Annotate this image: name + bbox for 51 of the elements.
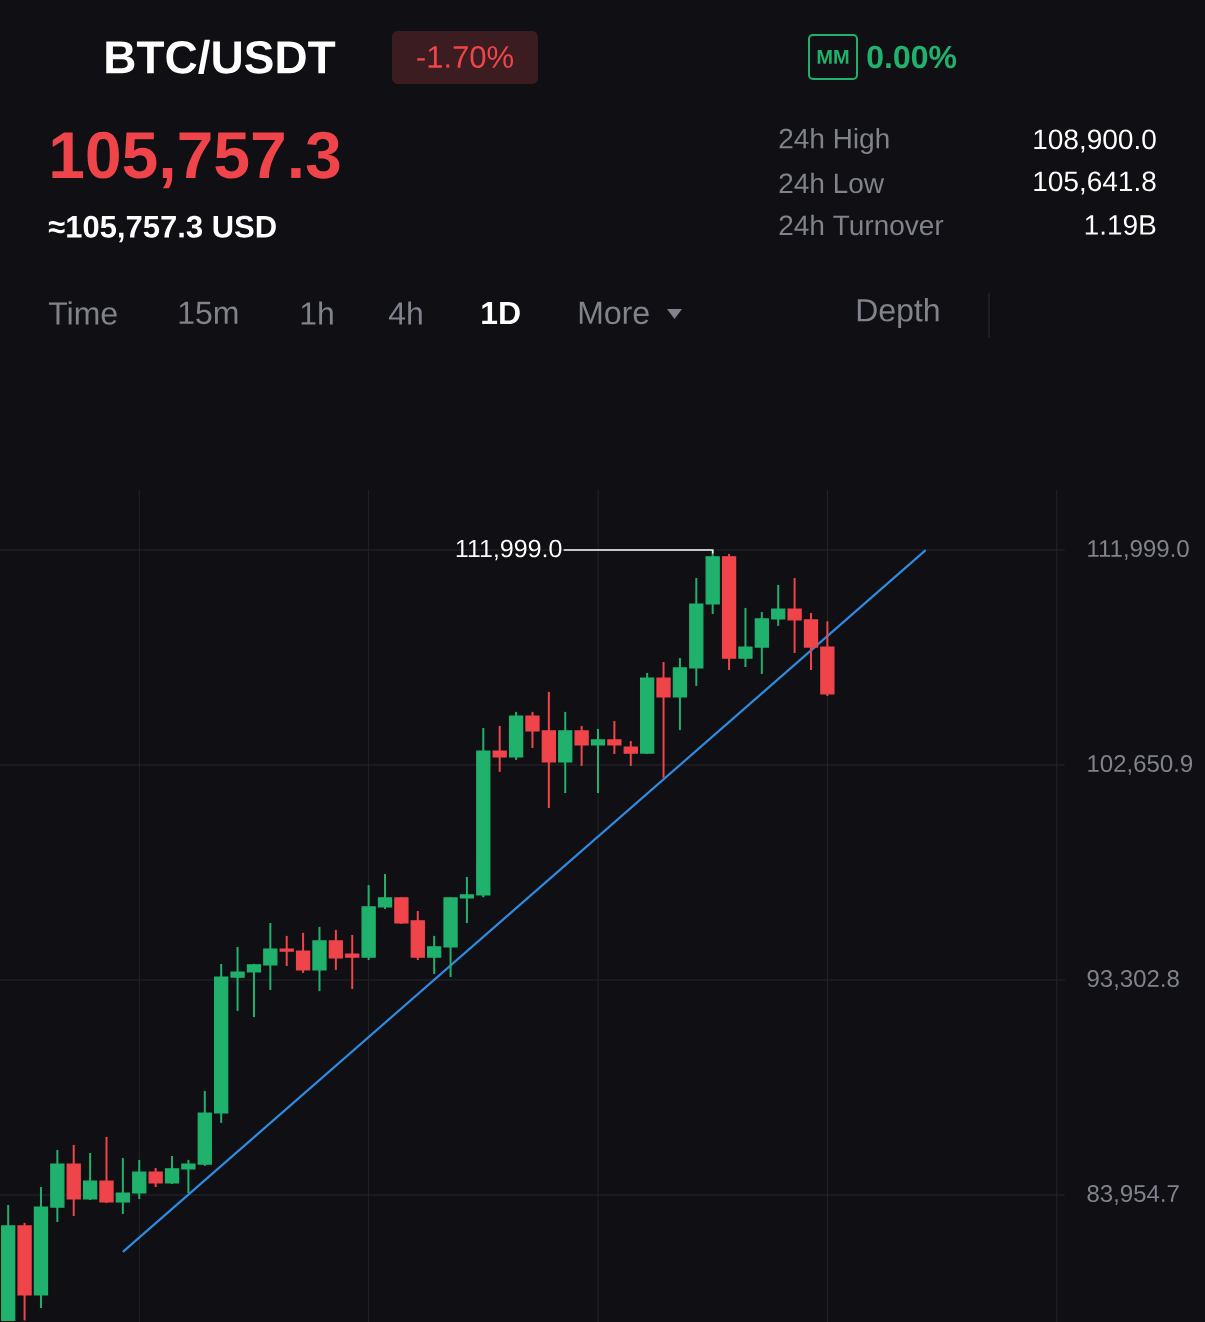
candlestick <box>263 922 278 991</box>
candlestick <box>132 1158 147 1200</box>
text: 1D <box>482 301 520 324</box>
candlestick <box>230 945 245 1012</box>
candlestick <box>590 727 606 795</box>
candlestick <box>328 928 344 971</box>
text: MM <box>817 50 849 64</box>
candlestick <box>607 720 622 755</box>
candlestick <box>82 1152 98 1201</box>
text: 24h Turnover <box>779 214 944 236</box>
candlestick <box>377 873 393 910</box>
candlestick <box>295 931 311 974</box>
text: Time <box>48 301 117 325</box>
annotation: 111,999.0 <box>456 539 562 561</box>
candlestick <box>115 1157 131 1215</box>
y-tick-label: 102,650.9 <box>1088 755 1193 775</box>
text: 24h Low <box>779 172 885 194</box>
text: -1.70% <box>417 46 513 68</box>
candlestick <box>279 934 294 968</box>
candlestick <box>525 710 540 749</box>
candlestick <box>623 740 638 767</box>
candlestick <box>427 934 442 976</box>
text: 108,900.0 <box>1034 129 1156 153</box>
candlestick <box>787 577 802 655</box>
text: 24h High <box>779 127 889 155</box>
candlestick <box>99 1135 114 1204</box>
candlestick <box>246 962 262 1019</box>
text: 15m <box>179 301 238 325</box>
text: 0.00% <box>867 45 957 69</box>
candlestick <box>181 1158 196 1195</box>
candlestick <box>771 583 786 627</box>
text: ≈105,757.3 USD <box>48 215 276 243</box>
y-tick-label: 83,954.7 <box>1087 1185 1179 1205</box>
text: Depth <box>857 298 939 328</box>
text: More <box>579 301 649 325</box>
candlestick <box>164 1154 180 1186</box>
text: 105,641.8 <box>1034 171 1156 195</box>
candlestick <box>345 933 360 991</box>
candlestick <box>656 660 671 779</box>
candlestick <box>738 606 753 669</box>
candlestick <box>492 724 507 773</box>
candlestick <box>459 876 475 925</box>
candlestick <box>574 724 589 767</box>
y-tick-label: 111,999.0 <box>1088 540 1189 560</box>
text: 1h <box>301 301 333 325</box>
y-tick-label: 93,302.8 <box>1087 970 1179 990</box>
chart-title: BTC/USDT <box>106 39 336 75</box>
text: 1.19B <box>1085 215 1156 235</box>
candlestick <box>148 1166 163 1189</box>
text: 105,757.3 <box>52 131 340 189</box>
text: 4h <box>388 301 422 325</box>
